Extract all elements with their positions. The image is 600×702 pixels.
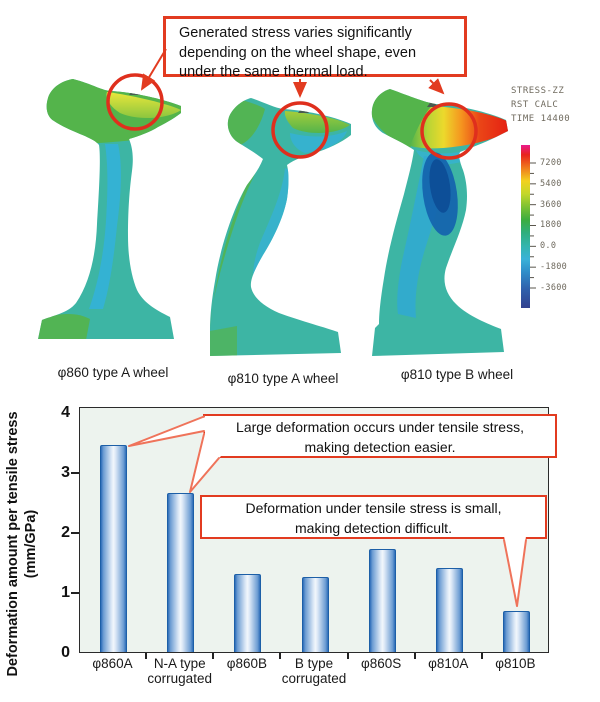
legend-tick-label--3600: -3600 <box>540 282 568 293</box>
x-tick-mark-5 <box>413 653 416 659</box>
legend-tick-label--1800: -1800 <box>540 262 568 273</box>
wheel3-green-head <box>371 89 438 148</box>
wheel2-label: φ810 type A wheel <box>227 371 339 386</box>
legend-title-line3: TIME 14400 <box>511 114 571 124</box>
x-label-N-A type: N-A type corrugated <box>147 656 212 686</box>
legend-tick-label-5400: 5400 <box>540 178 562 189</box>
x-label-φ860B: φ860B <box>226 656 267 671</box>
y-tick-label-4: 4 <box>61 404 70 421</box>
legend-tick-label-0.0: 0.0 <box>540 241 557 252</box>
legend-tick-label-3600: 3600 <box>540 199 562 210</box>
y-tick-label-0: 0 <box>61 644 70 661</box>
wheel3-dark-blue-core <box>429 159 451 213</box>
x-label-B type: B type corrugated <box>281 656 347 686</box>
colorbar-gradient <box>521 145 530 308</box>
y-tick-label-2: 2 <box>61 524 70 541</box>
wheel1-contact-mark <box>129 88 140 95</box>
wheel1-green-base-patch <box>38 314 90 339</box>
y-axis-label-text: Deformation amount per tensile stress <box>5 411 21 677</box>
y-tick-mark-3 <box>71 472 79 474</box>
colorbar-ticks <box>530 162 536 289</box>
chart-callout-large-deformation: Large deformation occurs under tensile s… <box>203 414 557 458</box>
y-tick-mark-2 <box>71 532 79 534</box>
x-tick-mark-1 <box>145 653 148 659</box>
x-tick-mark-3 <box>279 653 282 659</box>
bar-φ860A <box>100 445 128 652</box>
chart-callout-small-deformation: Deformation under tensile stress is smal… <box>200 495 547 539</box>
wheel2-green-base-patch <box>210 326 237 356</box>
wheel1-cyan-web <box>89 144 121 309</box>
wheel3-label: φ810 type B wheel <box>400 367 514 382</box>
bar-φ860B <box>234 574 262 652</box>
stress-colorbar <box>521 145 536 308</box>
top-callout-box: Generated stress varies significantly de… <box>163 16 467 80</box>
bar-φ810A <box>435 568 463 652</box>
legend-title-line1: STRESS-ZZ <box>511 86 565 96</box>
bar-N-A type <box>167 493 195 652</box>
legend-tick-label-1800: 1800 <box>540 220 562 231</box>
fem-contour-wheel-phi810B <box>371 89 509 356</box>
wheel2-contact-mark <box>298 106 309 113</box>
x-tick-mark-2 <box>212 653 215 659</box>
fem-contour-wheel-phi860A <box>38 79 181 339</box>
x-label-φ860S: φ860S <box>360 656 402 671</box>
y-tick-mark-1 <box>71 592 79 594</box>
x-tick-mark-4 <box>346 653 349 659</box>
x-tick-mark-6 <box>480 653 483 659</box>
y-tick-label-3: 3 <box>61 464 70 481</box>
legend-tick-label-7200: 7200 <box>540 158 562 168</box>
bar-B type <box>301 577 329 652</box>
y-axis-label: Deformation amount per tensile stress (m… <box>4 364 44 702</box>
x-label-φ860A: φ860A <box>92 656 133 671</box>
legend-title: STRESS-ZZ RST CALC TIME 14400 <box>511 84 570 126</box>
wheel1-label: φ860 type A wheel <box>57 365 169 380</box>
bar-φ860S <box>368 548 396 652</box>
y-axis-label-unit: (mm/GPa) <box>23 509 40 579</box>
bar-φ810B <box>502 611 530 652</box>
fem-contour-wheel-phi810A <box>210 98 351 356</box>
x-label-φ810A: φ810A <box>428 656 469 671</box>
legend-title-line2: RST CALC <box>511 100 559 110</box>
x-label-φ810B: φ810B <box>495 656 536 671</box>
wheel2-cyan-web <box>253 168 291 283</box>
y-tick-label-1: 1 <box>61 584 70 601</box>
wheel2-silhouette <box>210 98 351 356</box>
